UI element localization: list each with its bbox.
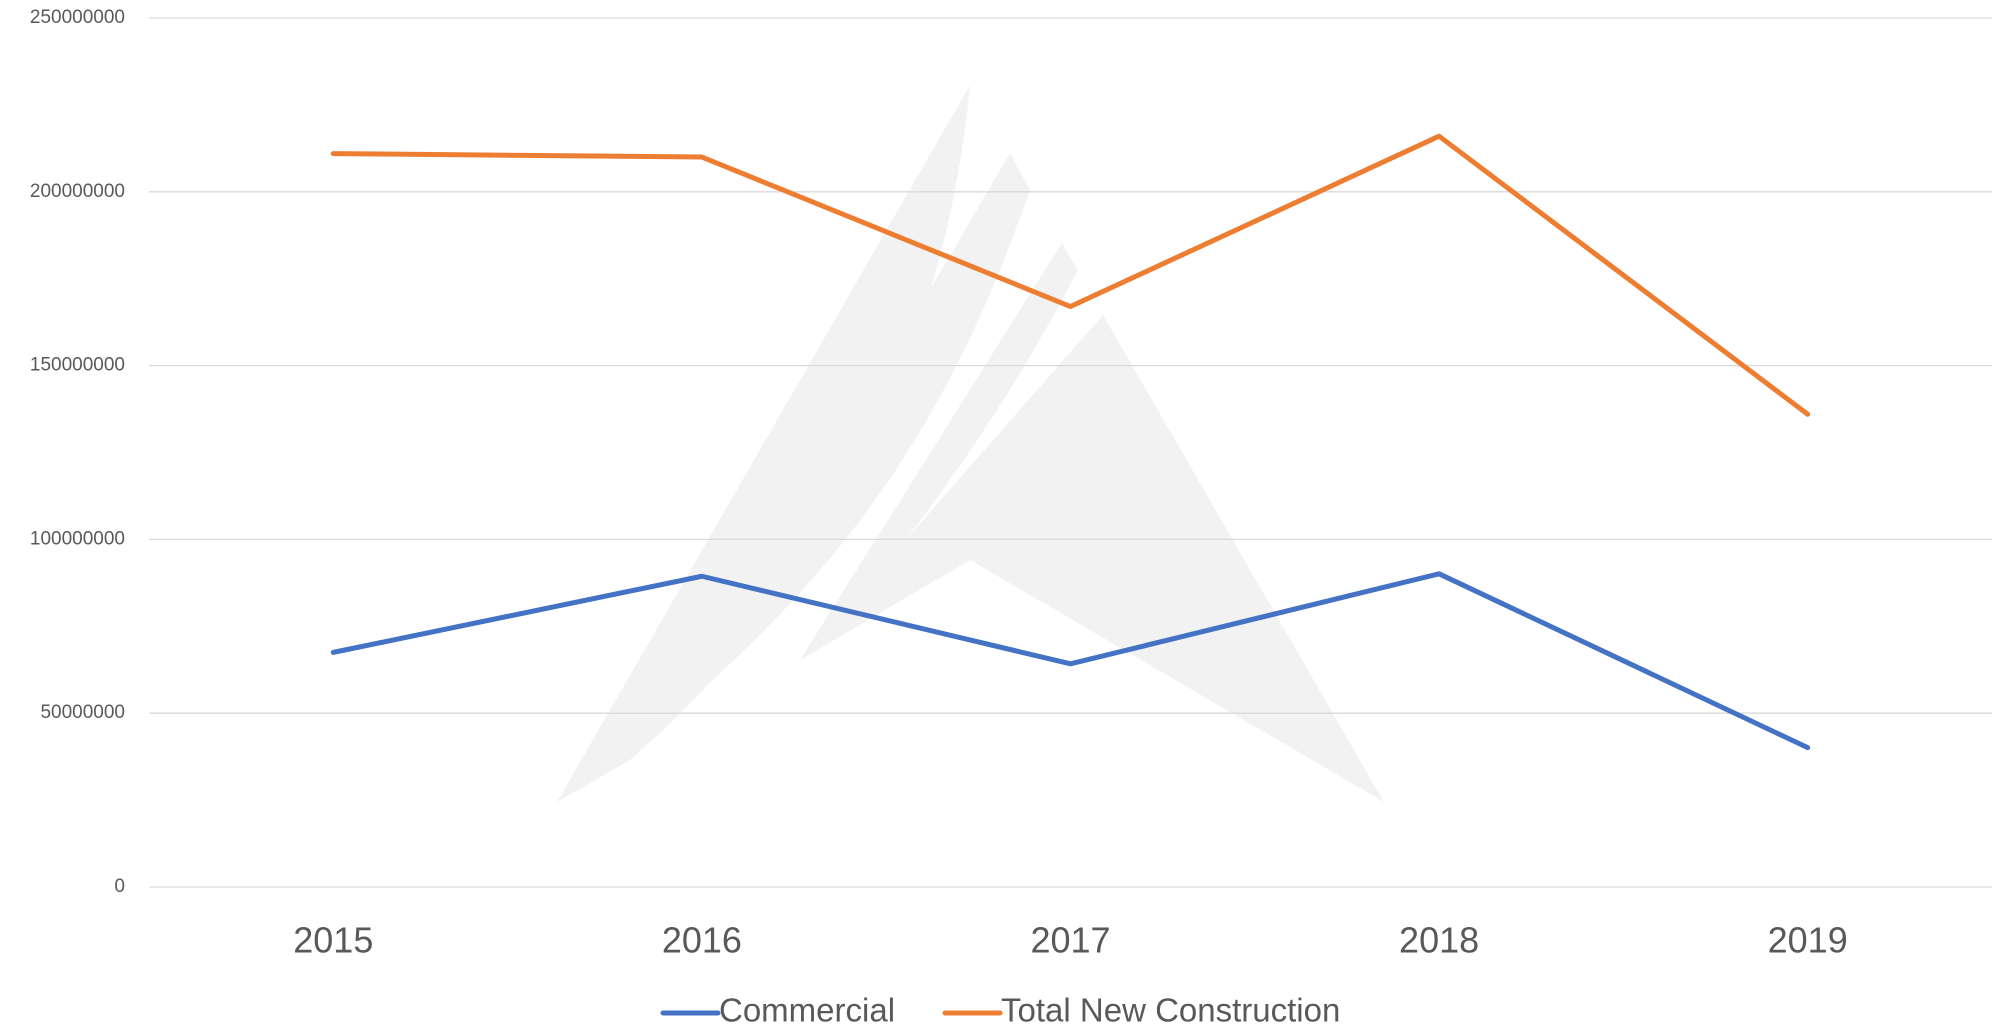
y-tick-label: 50000000 (40, 702, 125, 723)
watermark-shape (690, 153, 1030, 700)
series-line (330, 571, 1811, 751)
x-tick-label: 2019 (1768, 920, 1848, 961)
y-tick-label: 0 (114, 876, 125, 897)
watermark-shape (800, 315, 1384, 802)
y-tick-label: 250000000 (30, 7, 125, 28)
y-tick-label: 200000000 (30, 181, 125, 202)
legend-label: Total New Construction (1001, 992, 1340, 1029)
x-tick-label: 2015 (293, 920, 373, 961)
legend-label: Commercial (719, 992, 895, 1029)
watermark (557, 85, 1384, 802)
y-tick-label: 150000000 (30, 355, 125, 376)
x-tick-label: 2016 (662, 920, 742, 961)
watermark-shape (800, 243, 1078, 660)
y-tick-label: 100000000 (30, 528, 125, 549)
x-tick-label: 2018 (1399, 920, 1479, 961)
watermark-shape (557, 85, 970, 802)
x-tick-label: 2017 (1030, 920, 1110, 961)
series-line (330, 133, 1811, 417)
